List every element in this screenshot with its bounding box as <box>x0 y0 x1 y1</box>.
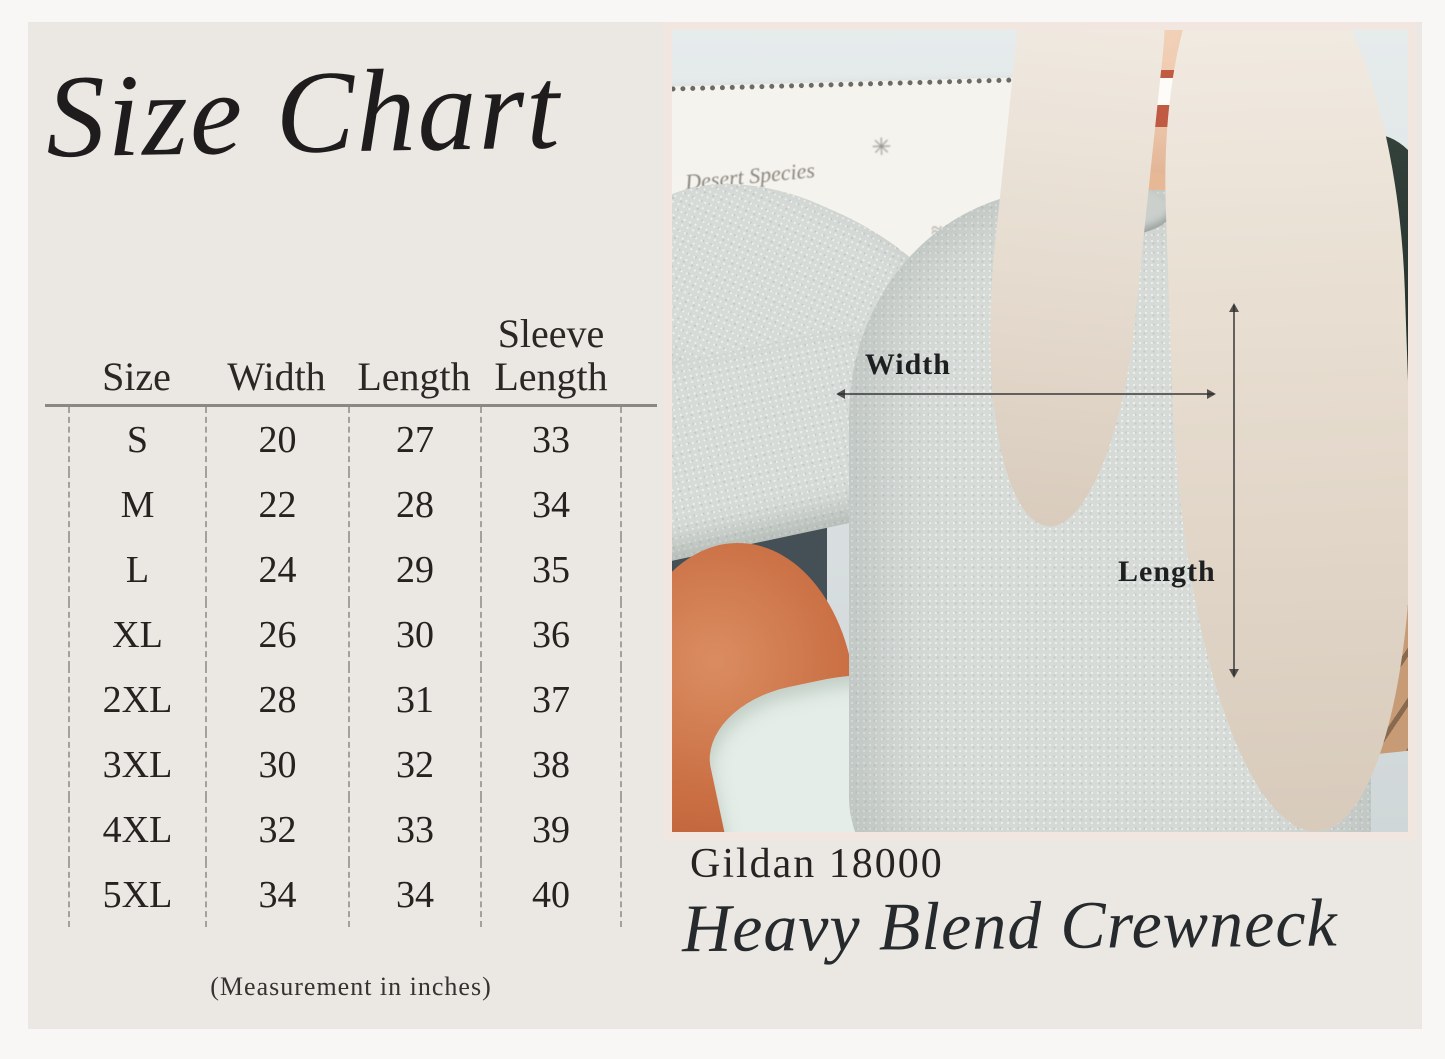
table-row: 3XL 30 32 38 <box>68 732 622 797</box>
product-model: Gildan 18000 <box>690 841 944 887</box>
cell-sleeve: 35 <box>480 537 622 602</box>
width-arrow <box>836 389 1217 400</box>
cell-sleeve: 36 <box>480 602 622 667</box>
cell-width: 24 <box>205 537 348 602</box>
header-size: Size <box>102 353 171 399</box>
cell-width: 32 <box>205 797 348 862</box>
cell-length: 31 <box>348 667 480 732</box>
table-row: 4XL 32 33 39 <box>68 797 622 862</box>
tapestry-doodle: ✳ <box>870 135 892 162</box>
table-row: S 20 27 33 <box>68 407 622 472</box>
table-top-rule <box>45 404 657 407</box>
table-row: 2XL 28 31 37 <box>68 667 622 732</box>
header-sleeve-length: Sleeve Length <box>494 310 608 399</box>
cell-length: 33 <box>348 797 480 862</box>
product-photo: Desert Species ☾ ✳ ≈ ∿ ·∗· ✳ ☾ Width Len… <box>664 22 1416 840</box>
size-table: S 20 27 33 M 22 28 34 L 24 29 35 XL 26 3… <box>68 407 622 927</box>
cell-length: 32 <box>348 732 480 797</box>
table-row: M 22 28 34 <box>68 472 622 537</box>
header-length: Length <box>357 353 471 399</box>
cell-size: M <box>68 472 205 537</box>
table-row: L 24 29 35 <box>68 537 622 602</box>
cell-length: 34 <box>348 862 480 927</box>
cell-size: 2XL <box>68 667 205 732</box>
width-annotation-label: Width <box>864 347 951 381</box>
cell-width: 22 <box>205 472 348 537</box>
cell-width: 34 <box>205 862 348 927</box>
header-width: Width <box>227 353 326 399</box>
length-annotation-label: Length <box>1118 554 1216 588</box>
cell-size: S <box>68 407 205 472</box>
cell-width: 30 <box>205 732 348 797</box>
cell-size: 3XL <box>68 732 205 797</box>
cell-sleeve: 34 <box>480 472 622 537</box>
cell-size: 5XL <box>68 862 205 927</box>
cell-length: 30 <box>348 602 480 667</box>
measurement-note: (Measurement in inches) <box>210 972 492 1001</box>
cell-size: XL <box>68 602 205 667</box>
cell-size: 4XL <box>68 797 205 862</box>
cell-length: 29 <box>348 537 480 602</box>
length-arrow <box>1228 303 1239 679</box>
cell-length: 27 <box>348 407 480 472</box>
table-row: 5XL 34 34 40 <box>68 862 622 927</box>
table-row: XL 26 30 36 <box>68 602 622 667</box>
cell-width: 26 <box>205 602 348 667</box>
cell-sleeve: 38 <box>480 732 622 797</box>
cell-width: 28 <box>205 667 348 732</box>
size-chart-title: Size Chart <box>44 42 563 183</box>
cell-sleeve: 40 <box>480 862 622 927</box>
cell-sleeve: 33 <box>480 407 622 472</box>
cell-sleeve: 37 <box>480 667 622 732</box>
table-header-row: Size Width Length Sleeve Length <box>68 288 622 402</box>
cell-size: L <box>68 537 205 602</box>
cell-length: 28 <box>348 472 480 537</box>
product-name: Heavy Blend Crewneck <box>681 884 1338 967</box>
cell-sleeve: 39 <box>480 797 622 862</box>
cell-width: 20 <box>205 407 348 472</box>
